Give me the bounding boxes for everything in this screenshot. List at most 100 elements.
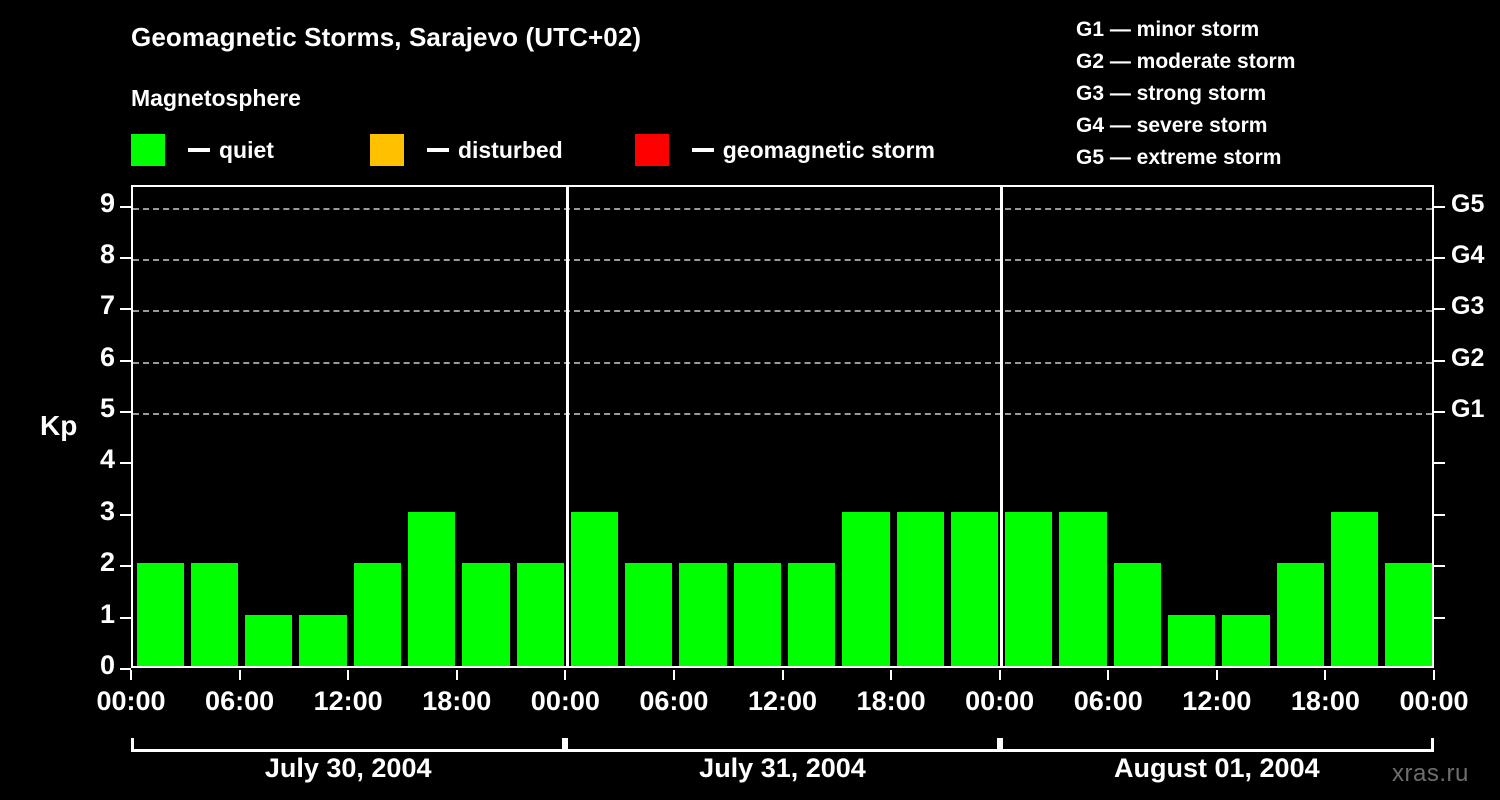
y-tick-right xyxy=(1434,359,1445,362)
y-tick-label: 2 xyxy=(99,547,115,578)
magnetosphere-legend: quiet disturbed geomagnetic storm xyxy=(131,133,935,167)
x-tick xyxy=(1215,670,1218,680)
kp-bar xyxy=(407,511,456,666)
y-tick-right xyxy=(1434,513,1445,516)
y-tick-left xyxy=(120,616,131,619)
x-tick-label: 06:00 xyxy=(1073,686,1143,716)
x-tick xyxy=(455,670,458,680)
kp-bar xyxy=(1168,614,1216,666)
x-tick xyxy=(1433,670,1435,680)
legend-item-quiet: quiet xyxy=(131,133,274,167)
x-tick-label: 00:00 xyxy=(965,686,1035,716)
legend-label-disturbed: disturbed xyxy=(457,136,563,163)
kp-bar xyxy=(733,563,781,666)
g-scale-label-g5: G5 xyxy=(1451,189,1485,218)
kp-bar xyxy=(462,563,510,666)
g-legend-row: G5 — extreme storm xyxy=(1076,146,1282,169)
x-tick-label: 12:00 xyxy=(1182,686,1252,716)
g-scale-legend: G1 — minor storm G2 — moderate storm G3 … xyxy=(1076,14,1486,174)
kp-bar xyxy=(679,563,727,666)
y-tick-label: 3 xyxy=(99,495,115,526)
x-tick-label: 06:00 xyxy=(205,686,275,716)
x-tick xyxy=(998,670,1001,680)
gridline-kp-8 xyxy=(133,258,1432,261)
y-tick-left xyxy=(120,205,131,208)
legend-dash-icon xyxy=(426,148,449,152)
y-axis-title: Kp xyxy=(40,410,78,441)
gridline-kp-9 xyxy=(133,207,1432,210)
x-tick-label: 18:00 xyxy=(856,686,926,716)
y-tick-right xyxy=(1434,411,1445,414)
kp-bar xyxy=(625,563,673,666)
g-scale-label-g4: G4 xyxy=(1451,240,1485,269)
kp-bar xyxy=(788,563,836,666)
gridline-kp-7 xyxy=(133,310,1432,313)
y-tick-label: 9 xyxy=(99,187,115,218)
y-tick-left xyxy=(120,308,131,311)
kp-bar xyxy=(896,511,944,666)
legend-label-quiet: quiet xyxy=(219,136,274,163)
x-tick-label: 00:00 xyxy=(1399,686,1469,716)
kp-bar xyxy=(1385,563,1432,666)
quiet-swatch xyxy=(131,134,165,166)
x-tick xyxy=(1107,670,1110,680)
kp-bar xyxy=(842,511,890,666)
x-tick-label: 06:00 xyxy=(639,686,709,716)
day-bracket xyxy=(131,738,566,752)
y-tick-label: 8 xyxy=(99,238,115,269)
y-tick-right xyxy=(1434,565,1445,568)
y-tick-right xyxy=(1434,205,1445,208)
kp-bar xyxy=(1222,614,1270,666)
date-label: July 31, 2004 xyxy=(699,753,866,783)
x-tick-label: 12:00 xyxy=(747,686,818,716)
kp-bar xyxy=(570,511,619,666)
kp-bar xyxy=(1330,511,1379,666)
y-tick-label: 6 xyxy=(99,341,115,372)
legend-item-storm: geomagnetic storm xyxy=(634,133,935,167)
x-tick-label: 00:00 xyxy=(530,686,600,716)
kp-bar xyxy=(1276,563,1324,666)
date-label: August 01, 2004 xyxy=(1114,753,1320,783)
g-scale-label-g1: G1 xyxy=(1451,395,1485,424)
kp-bar xyxy=(950,511,999,666)
disturbed-swatch xyxy=(369,134,404,166)
y-tick-label: 5 xyxy=(99,393,115,424)
g-scale-label-g3: G3 xyxy=(1451,292,1485,321)
day-bracket xyxy=(565,738,1000,752)
x-tick xyxy=(672,670,675,680)
y-tick-label: 7 xyxy=(99,290,115,321)
x-tick-label: 00:00 xyxy=(96,686,166,716)
day-bracket xyxy=(999,738,1434,752)
y-tick-label: 0 xyxy=(99,650,115,680)
series-title: Magnetosphere xyxy=(131,85,301,111)
y-tick-left xyxy=(120,359,131,362)
legend-label-storm: geomagnetic storm xyxy=(722,136,935,163)
y-tick-left xyxy=(120,513,131,516)
kp-bar xyxy=(353,563,401,666)
kp-bar xyxy=(516,563,564,666)
storm-swatch xyxy=(634,134,669,166)
plot-area xyxy=(131,185,1434,668)
x-tick xyxy=(130,670,132,680)
y-tick-left xyxy=(120,411,131,414)
x-tick-label: 18:00 xyxy=(1290,686,1360,716)
legend-dash-icon xyxy=(188,148,210,152)
plot-inner xyxy=(133,187,1432,666)
x-tick xyxy=(347,670,350,680)
date-label: July 30, 2004 xyxy=(264,753,432,783)
x-tick xyxy=(564,670,567,680)
y-tick-right xyxy=(1434,462,1445,465)
y-tick-label: 4 xyxy=(99,444,115,475)
y-tick-left xyxy=(120,462,131,465)
x-tick-label: 12:00 xyxy=(313,686,383,716)
day-separator xyxy=(1000,187,1004,666)
kp-bar xyxy=(190,563,239,666)
watermark: xras.ru xyxy=(1392,760,1469,787)
y-tick-right xyxy=(1434,308,1445,311)
y-tick-left xyxy=(120,565,131,568)
x-tick xyxy=(1324,670,1327,680)
kp-bar xyxy=(136,563,184,666)
kp-bar xyxy=(1005,511,1053,666)
g-scale-label-g2: G2 xyxy=(1451,343,1485,372)
legend-item-disturbed: disturbed xyxy=(369,133,563,167)
